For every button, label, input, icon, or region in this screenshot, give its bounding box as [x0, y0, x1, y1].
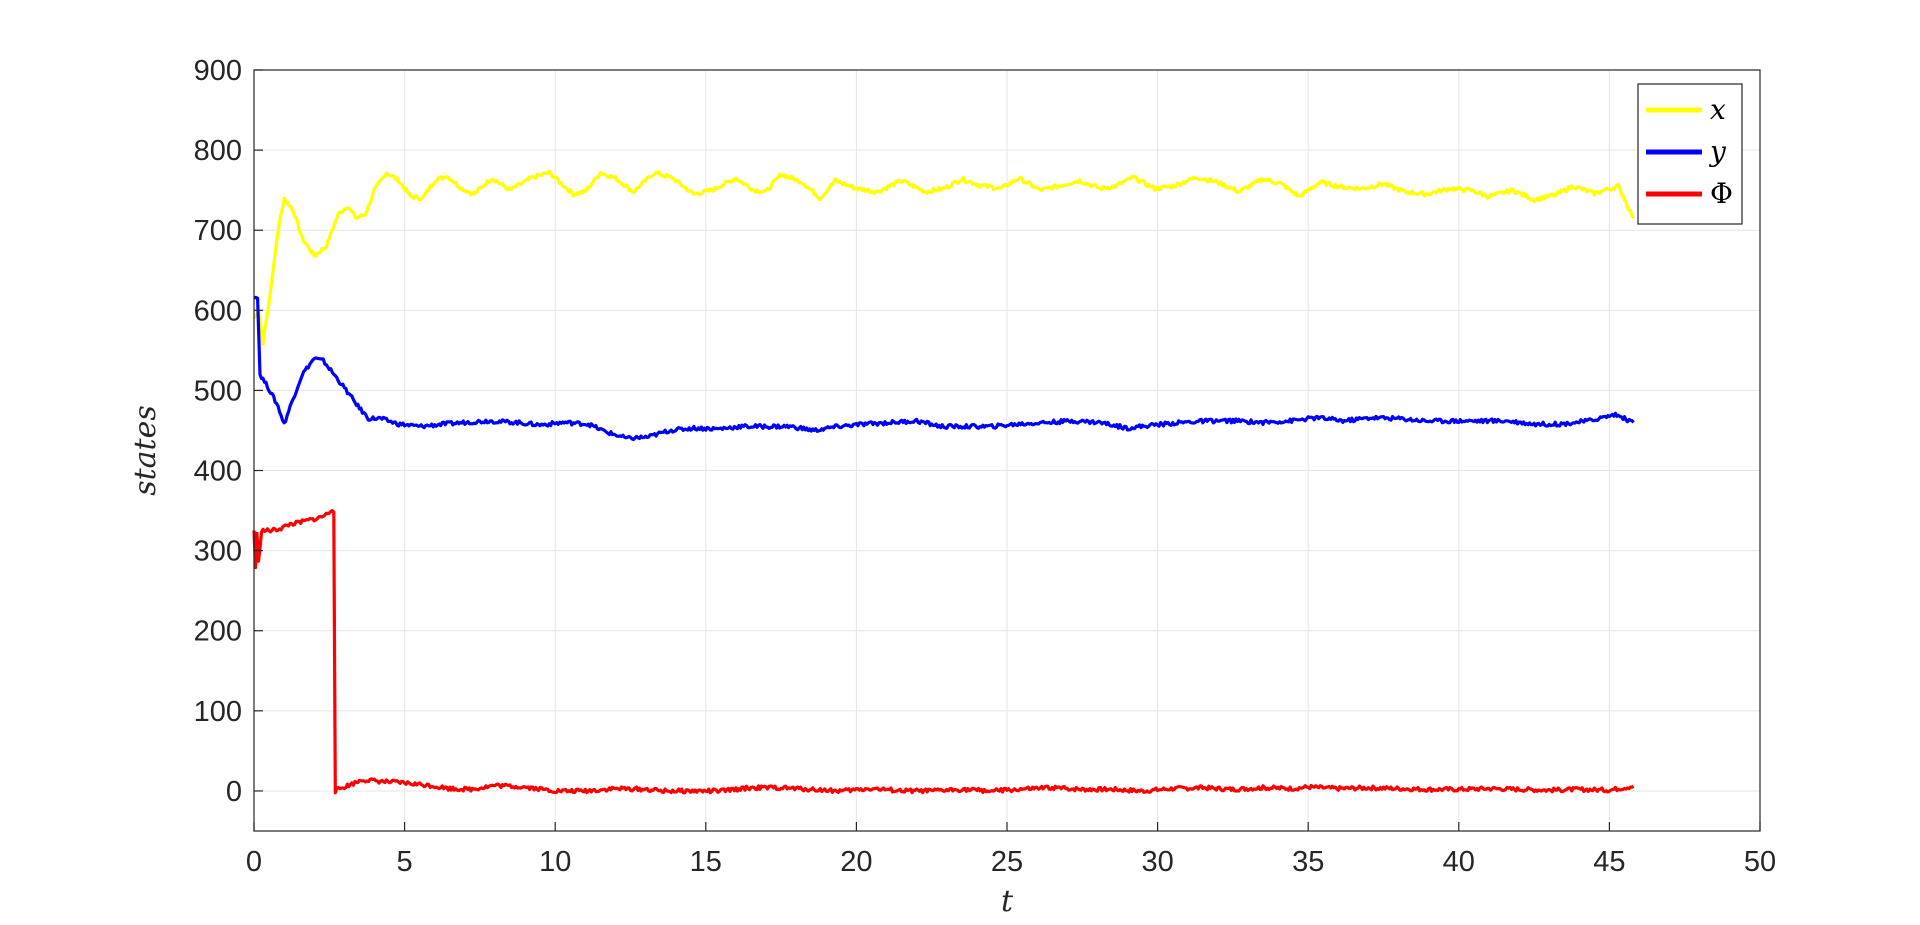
x-tick-label: 45 [1593, 846, 1625, 878]
x-tick-label: 30 [1141, 846, 1173, 878]
legend-label-2: Φ [1710, 177, 1733, 210]
x-tick-label: 15 [690, 846, 722, 878]
legend: xyΦ [1637, 83, 1743, 225]
legend-label-1: y [1708, 135, 1727, 168]
series-line-2 [252, 509, 1635, 795]
x-tick-label: 40 [1443, 846, 1475, 878]
y-tick-label: 100 [194, 696, 242, 728]
y-tick-label: 300 [194, 536, 242, 568]
y-tick-label: 700 [194, 215, 242, 247]
y-tick-label: 200 [194, 616, 242, 648]
x-tick-label: 25 [991, 846, 1023, 878]
legend-label-0: x [1710, 93, 1726, 126]
x-tick-label: 35 [1292, 846, 1324, 878]
y-axis-label: states [128, 405, 163, 496]
x-tick-label: 5 [397, 846, 413, 878]
x-tick-label: 10 [539, 846, 571, 878]
y-tick-label: 400 [194, 456, 242, 488]
y-tick-label: 800 [194, 135, 242, 167]
y-tick-label: 500 [194, 375, 242, 407]
series-lines [252, 169, 1635, 795]
x-tick-label: 50 [1744, 846, 1776, 878]
x-tick-label: 20 [840, 846, 872, 878]
axis-ticks: 0 5 10 15 20 25 30 35 40 45 5001002003004005006007… [194, 55, 1777, 878]
y-tick-label: 900 [194, 55, 242, 87]
x-axis-label: t [1001, 884, 1014, 919]
series-line-1 [253, 295, 1635, 442]
series-line-0 [252, 169, 1635, 346]
y-tick-label: 600 [194, 295, 242, 327]
y-tick-label: 0 [226, 776, 242, 808]
x-tick-label: 0 [246, 846, 262, 878]
